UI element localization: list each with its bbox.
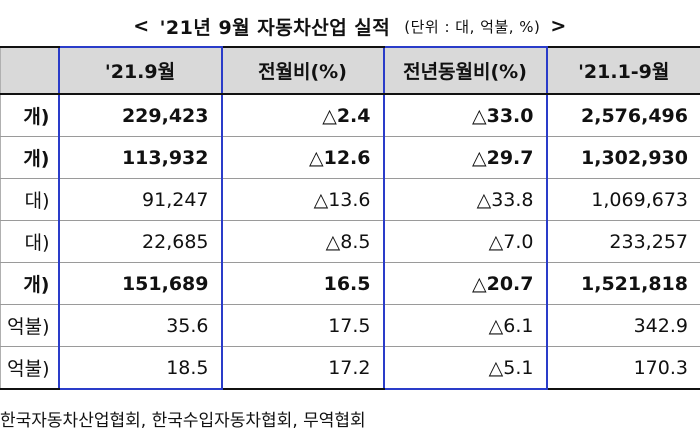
cell-sep-2021: 35.6 (57, 304, 223, 347)
source-note: 한국자동차산업협회, 한국수입자동차협회, 무역협회 (0, 411, 366, 431)
cell-yoy: △5.1 (382, 346, 548, 390)
cell-yoy: △7.0 (382, 220, 548, 263)
cell-yoy: △33.8 (382, 178, 548, 221)
header-yoy-change: 전년동월비(%) (382, 46, 548, 95)
cell-ytd: 2,576,496 (546, 94, 700, 137)
cell-yoy: △33.0 (382, 94, 548, 137)
cell-mom: △8.5 (221, 220, 384, 263)
header-sep-2021: '21.9월 (57, 46, 223, 95)
row-label: 억불) (0, 346, 59, 390)
unit-note: (단위 : 대, 억불, %) (404, 17, 541, 36)
cell-ytd: 1,521,818 (546, 262, 700, 305)
results-table: '21.9월 전월비(%) 전년동월비(%) '21.1-9월 개) 229,4… (0, 46, 700, 390)
cell-ytd: 1,302,930 (546, 136, 700, 179)
results-table-wrapper: '21.9월 전월비(%) 전년동월비(%) '21.1-9월 개) 229,4… (0, 46, 700, 390)
cell-sep-2021: 18.5 (57, 346, 223, 390)
row-label: 개) (0, 94, 59, 137)
title-text: '21년 9월 자동차산업 실적 (159, 16, 391, 39)
header-row: '21.9월 전월비(%) 전년동월비(%) '21.1-9월 (0, 46, 700, 95)
cell-mom: 16.5 (221, 262, 384, 305)
cell-ytd: 1,069,673 (546, 178, 700, 221)
report-title: < '21년 9월 자동차산업 실적 (단위 : 대, 억불, %) > (0, 6, 700, 46)
table-row: 개) 113,932 △12.6 △29.7 1,302,930 (0, 136, 700, 179)
table-row: 억불) 35.6 17.5 △6.1 342.9 (0, 304, 700, 347)
header-label-cell (0, 46, 59, 95)
row-label: 억불) (0, 304, 59, 347)
header-jan-sep-2021: '21.1-9월 (546, 46, 700, 95)
title-open-bracket: < (133, 15, 150, 37)
cell-mom: △2.4 (221, 94, 384, 137)
cell-ytd: 342.9 (546, 304, 700, 347)
cell-mom: △13.6 (221, 178, 384, 221)
title-close-bracket: > (550, 15, 567, 37)
cell-sep-2021: 151,689 (57, 262, 223, 305)
cell-mom: 17.5 (221, 304, 384, 347)
table-row: 개) 229,423 △2.4 △33.0 2,576,496 (0, 94, 700, 137)
cell-yoy: △6.1 (382, 304, 548, 347)
row-label: 대) (0, 178, 59, 221)
cell-ytd: 233,257 (546, 220, 700, 263)
cell-sep-2021: 91,247 (57, 178, 223, 221)
table-row: 대) 91,247 △13.6 △33.8 1,069,673 (0, 178, 700, 221)
cell-yoy: △20.7 (382, 262, 548, 305)
row-label: 개) (0, 262, 59, 305)
table-row: 개) 151,689 16.5 △20.7 1,521,818 (0, 262, 700, 305)
table-row: 억불) 18.5 17.2 △5.1 170.3 (0, 346, 700, 390)
cell-sep-2021: 113,932 (57, 136, 223, 179)
cell-yoy: △29.7 (382, 136, 548, 179)
cell-sep-2021: 229,423 (57, 94, 223, 137)
cell-mom: 17.2 (221, 346, 384, 390)
row-label: 개) (0, 136, 59, 179)
cell-sep-2021: 22,685 (57, 220, 223, 263)
header-mom-change: 전월비(%) (221, 46, 384, 95)
cell-ytd: 170.3 (546, 346, 700, 390)
cell-mom: △12.6 (221, 136, 384, 179)
table-row: 대) 22,685 △8.5 △7.0 233,257 (0, 220, 700, 263)
row-label: 대) (0, 220, 59, 263)
